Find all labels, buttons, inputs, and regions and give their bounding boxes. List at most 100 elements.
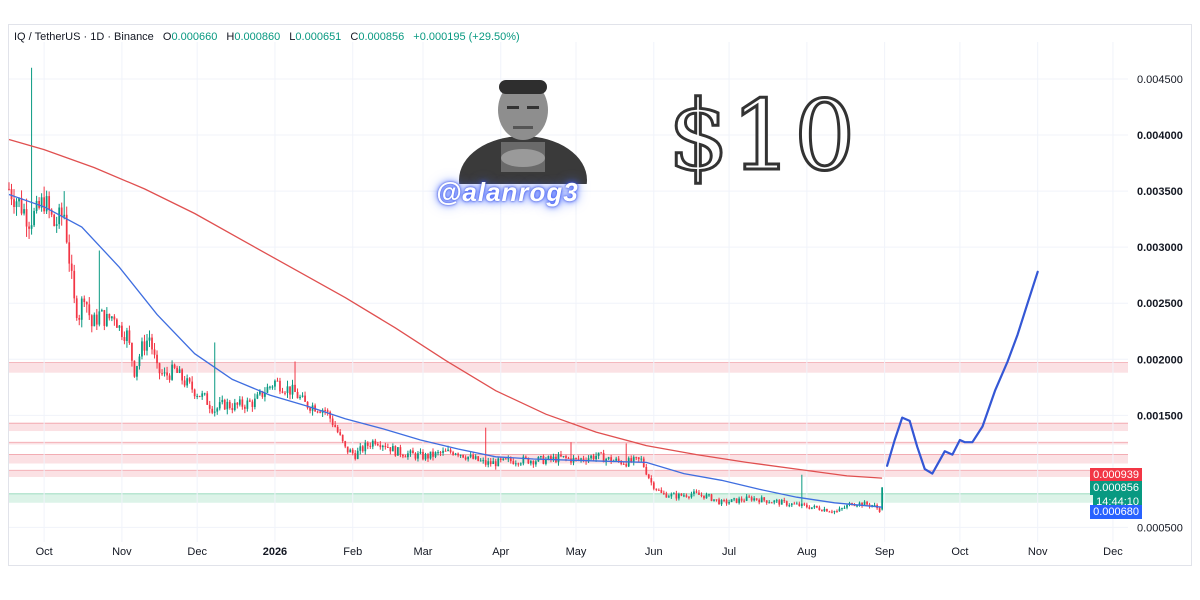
candle-body xyxy=(755,498,758,500)
candle-body xyxy=(281,391,284,393)
candle-body xyxy=(153,349,156,355)
candle-body xyxy=(304,395,306,402)
candle-body xyxy=(846,505,848,508)
price-axis[interactable]: 0.004500 0.004000 0.003500 0.003000 0.002500… xyxy=(1137,74,1183,534)
candle-body xyxy=(50,209,53,215)
candle-body xyxy=(474,456,477,459)
candle-body xyxy=(339,432,342,435)
x-tick-label: Oct xyxy=(951,546,968,558)
x-tick-label: Nov xyxy=(1028,546,1048,558)
candle-body xyxy=(818,507,821,511)
candle-body xyxy=(655,488,658,490)
candle-body xyxy=(319,411,321,413)
candle-body xyxy=(675,493,678,499)
candle-body xyxy=(354,453,357,459)
candle-body xyxy=(349,449,352,453)
candle-body xyxy=(605,458,608,463)
candle-body xyxy=(836,511,838,513)
candle-body xyxy=(103,310,106,326)
candle-body xyxy=(264,392,266,397)
candle-body xyxy=(728,502,730,504)
candle-body xyxy=(454,453,457,455)
candle-body xyxy=(259,391,261,395)
candle-body xyxy=(359,446,362,451)
candle-body xyxy=(33,210,35,226)
candle-body xyxy=(75,298,78,318)
candle-body xyxy=(118,325,121,328)
change-value: +0.000195 (+29.50%) xyxy=(413,31,520,43)
candle-body xyxy=(80,298,83,320)
low-value: 0.000651 xyxy=(295,31,342,43)
candle-body xyxy=(667,496,670,498)
zone-4 xyxy=(9,470,1128,477)
candle-body xyxy=(427,454,429,459)
candle-body xyxy=(341,434,344,442)
symbol-title[interactable]: IQ / TetherUS · 1D · Binance xyxy=(14,31,154,43)
candle-body xyxy=(203,393,206,395)
candle-body xyxy=(228,401,231,409)
candle-body xyxy=(685,495,688,497)
candle-body xyxy=(863,501,866,506)
high-label: H xyxy=(226,31,235,43)
candle-body xyxy=(582,458,585,461)
candle-body xyxy=(271,386,274,388)
x-tick-label: Jul xyxy=(722,546,736,558)
candle-body xyxy=(429,451,432,459)
last-price-tag: 0.000856 xyxy=(1090,480,1142,495)
candle-body xyxy=(248,400,251,402)
candle-body xyxy=(399,447,402,455)
candle-body xyxy=(803,503,806,505)
candle-body xyxy=(183,380,186,386)
candle-body xyxy=(166,372,168,376)
grid xyxy=(9,42,1128,542)
candle-body xyxy=(351,449,354,454)
candle-body xyxy=(274,380,276,387)
candle-body xyxy=(770,502,773,504)
candle-body xyxy=(326,410,329,412)
zone-5 xyxy=(9,493,1128,503)
candle-body xyxy=(148,337,151,341)
candle-body xyxy=(110,316,113,319)
candle-body xyxy=(78,317,81,320)
candle-body xyxy=(778,500,781,505)
candle-body xyxy=(188,378,191,382)
candle-body xyxy=(670,493,673,497)
x-tick-label: Aug xyxy=(797,546,817,558)
candle-body xyxy=(758,499,761,503)
candle-body xyxy=(121,325,123,338)
candle-body xyxy=(823,508,826,512)
candle-body xyxy=(424,454,427,460)
candle-body xyxy=(469,454,472,457)
candles[interactable] xyxy=(8,67,883,515)
candle-body xyxy=(540,456,542,458)
candle-body xyxy=(765,500,768,503)
candle-body xyxy=(284,392,286,394)
price-zones xyxy=(9,362,1128,503)
candle-body xyxy=(602,452,605,463)
candle-body xyxy=(645,467,648,475)
time-axis[interactable]: Oct Nov Dec 2026 Feb Mar Apr May Jun Jul Aug Sep Oct… xyxy=(36,546,1124,558)
candle-body xyxy=(156,354,158,364)
author-photo xyxy=(459,80,587,184)
candle-body xyxy=(233,402,236,411)
candle-body xyxy=(775,500,778,502)
candle-body xyxy=(251,401,254,407)
x-tick-label: Sep xyxy=(875,546,895,558)
candle-body xyxy=(83,298,86,303)
projection-path xyxy=(885,270,1039,475)
candle-body xyxy=(542,456,545,464)
candle-body xyxy=(590,455,592,459)
candle-body xyxy=(735,498,738,503)
candle-body xyxy=(522,456,525,464)
candle-body xyxy=(502,458,505,460)
candle-body xyxy=(793,503,796,505)
candle-body xyxy=(881,487,883,510)
candle-body xyxy=(652,482,655,489)
x-tick-label: May xyxy=(566,546,587,558)
candle-body xyxy=(838,508,841,512)
candle-body xyxy=(404,456,407,458)
candle-body xyxy=(30,225,33,229)
candle-body xyxy=(206,393,209,405)
y-tick-label: 0.004500 xyxy=(1137,74,1183,86)
